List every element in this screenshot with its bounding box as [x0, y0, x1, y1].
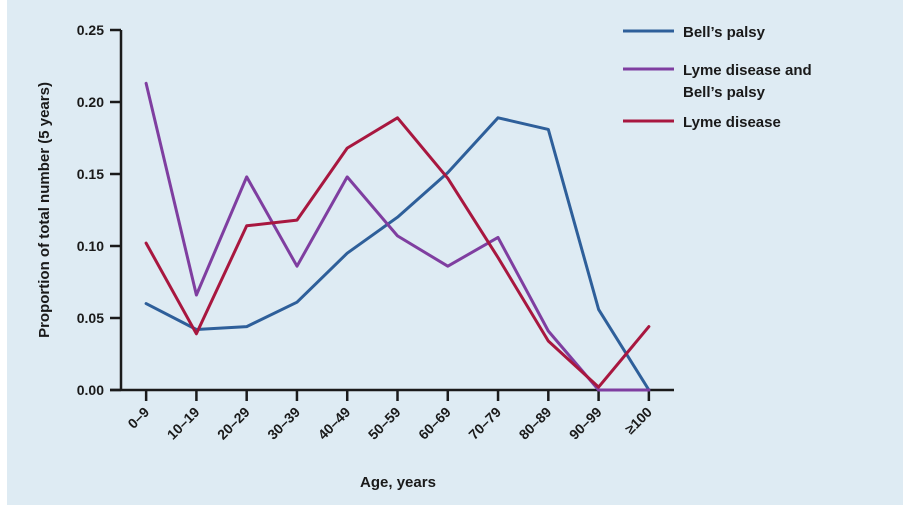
x-tick-label: 80–89 [516, 404, 555, 443]
x-axis-label: Age, years [360, 474, 436, 491]
x-tick-label: 60–69 [415, 404, 454, 443]
legend-label-lyme-disease-and-bell-s-palsy: Lyme disease and [683, 62, 812, 79]
y-ticks: 0.00 0.05 0.10 0.15 0.20 0.25 [77, 22, 121, 398]
series-line-lyme-disease [144, 116, 651, 389]
y-axis-label: Proportion of total number (5 years) [36, 82, 53, 338]
x-tick-label: 40–49 [315, 404, 354, 443]
x-tick-label: 50–59 [365, 404, 404, 443]
x-tick-label: 10–19 [164, 404, 203, 443]
axes [110, 30, 674, 392]
x-ticks: 0–9 10–19 20–29 30–39 40–49 50–59 60–69 70–79 80… [124, 390, 655, 443]
y-tick-label: 0.20 [77, 94, 104, 110]
legend-label-lyme-disease: Lyme disease [683, 114, 781, 131]
y-tick-label: 0.00 [77, 382, 104, 398]
series-lines [144, 81, 651, 392]
x-tick-label: 90–99 [566, 404, 605, 443]
series-line-lyme-disease-and-bell-s-palsy [144, 81, 651, 392]
legend-label-lyme-disease-and-bell-s-palsy: Bell’s palsy [683, 84, 766, 101]
y-tick-label: 0.05 [77, 310, 104, 326]
x-tick-label: 70–79 [465, 404, 504, 443]
x-tick-label: 0–9 [124, 404, 152, 432]
x-tick-label: 20–29 [214, 404, 253, 443]
legend-label-bell-s-palsy: Bell’s palsy [683, 24, 766, 41]
y-tick-label: 0.25 [77, 22, 104, 38]
chart-panel [7, 0, 903, 505]
series-line-bell-s-palsy [144, 116, 651, 392]
x-tick-label: ≥100 [622, 404, 655, 437]
y-tick-label: 0.10 [77, 238, 104, 254]
y-tick-label: 0.15 [77, 166, 104, 182]
x-tick-label: 30–39 [264, 404, 303, 443]
legend: Bell’s palsy Lyme disease and Bell’s palsy… [623, 24, 812, 131]
